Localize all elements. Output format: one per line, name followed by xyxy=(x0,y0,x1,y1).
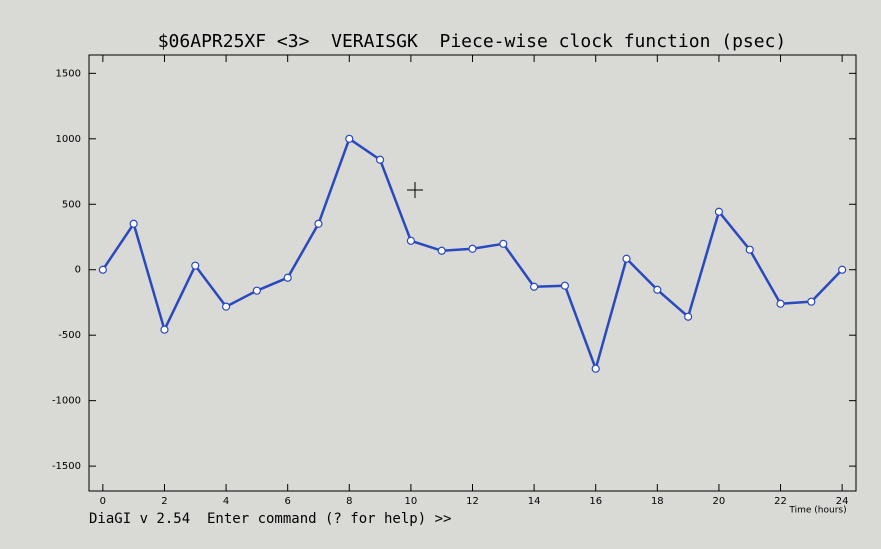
chart-title: $06APR25XF <3> VERAISGK Piece-wise clock… xyxy=(158,31,787,52)
x-tick-label: 2 xyxy=(161,496,167,507)
x-tick-label: 14 xyxy=(528,496,541,507)
x-tick-label: 20 xyxy=(713,496,726,507)
data-point xyxy=(406,236,415,245)
cursor xyxy=(407,182,423,198)
data-point xyxy=(129,219,138,228)
x-tick-label: 4 xyxy=(223,496,229,507)
data-point xyxy=(314,219,323,228)
data-point xyxy=(684,312,693,321)
y-tick-label: -1000 xyxy=(52,396,81,407)
data-point xyxy=(283,273,292,282)
x-tick-label: 16 xyxy=(589,496,602,507)
data-point xyxy=(468,244,477,253)
x-tick-label: 8 xyxy=(346,496,352,507)
data-point xyxy=(838,265,847,274)
x-tick-label: 24 xyxy=(836,496,849,507)
command-prompt: DiaGI v 2.54 Enter command (? for help) … xyxy=(89,511,451,527)
data-point xyxy=(191,261,200,270)
y-tick-label: 1000 xyxy=(56,134,81,145)
y-tick-label: -500 xyxy=(58,330,81,341)
x-tick-label: 18 xyxy=(651,496,664,507)
data-point xyxy=(375,155,385,164)
y-tick-label: 500 xyxy=(62,199,81,210)
data-point xyxy=(776,299,785,308)
data-point xyxy=(745,245,754,254)
data-point xyxy=(252,286,261,295)
x-tick-label: 0 xyxy=(100,496,106,507)
data-point xyxy=(98,265,107,274)
x-tick-label: 22 xyxy=(774,496,787,507)
data-point xyxy=(591,364,600,373)
x-tick-label: 6 xyxy=(284,496,290,507)
x-tick-label: 10 xyxy=(405,496,418,507)
data-point xyxy=(160,325,169,334)
data-point xyxy=(221,302,231,311)
y-tick-label: 1500 xyxy=(56,68,81,79)
x-axis-label: Time (hours) xyxy=(788,506,846,516)
x-tick-label: 12 xyxy=(466,496,479,507)
data-point xyxy=(530,282,539,291)
data-point xyxy=(437,246,446,255)
y-tick-label: -1500 xyxy=(52,461,81,472)
data-point xyxy=(622,254,631,263)
data-point xyxy=(345,134,354,143)
data-point xyxy=(807,297,816,306)
data-point xyxy=(653,285,662,294)
y-tick-label: 0 xyxy=(75,265,81,276)
data-point xyxy=(499,239,508,248)
data-point xyxy=(714,207,724,216)
data-point xyxy=(560,281,570,290)
